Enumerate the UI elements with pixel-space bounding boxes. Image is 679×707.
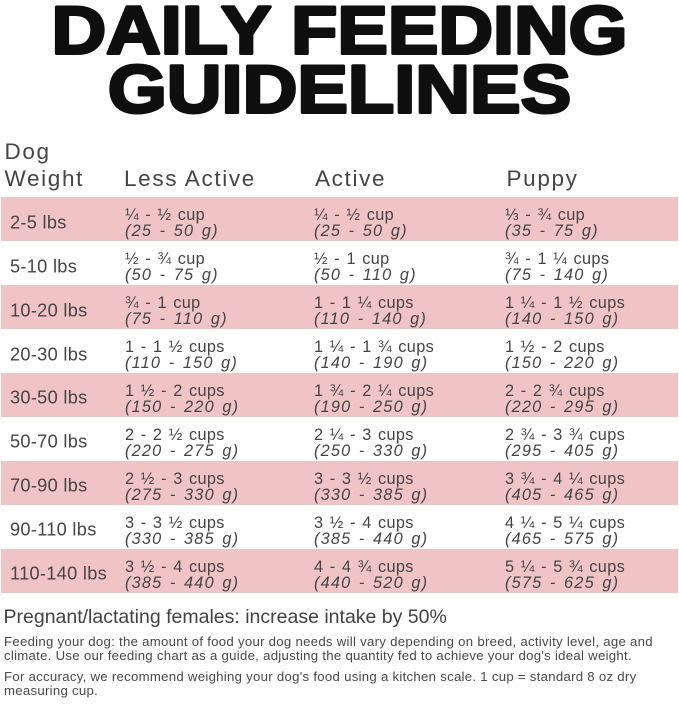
svg-text:DAILY FEEDING: DAILY FEEDING — [51, 0, 627, 69]
svg-text:GUIDELINES: GUIDELINES — [108, 52, 571, 128]
